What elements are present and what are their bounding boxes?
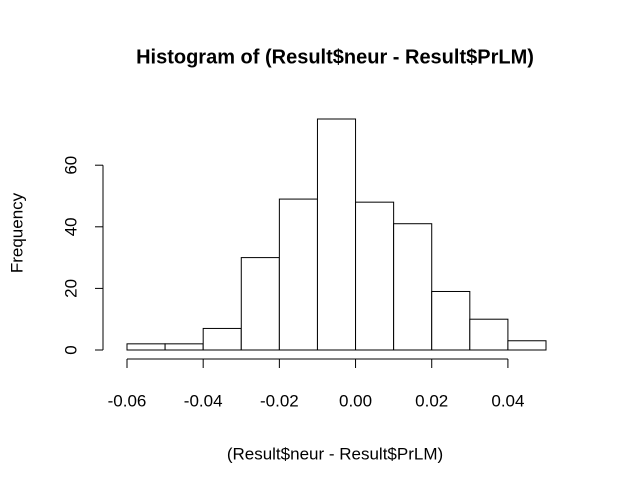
x-tick-label: -0.06 xyxy=(108,391,147,410)
bar xyxy=(164,343,204,351)
x-tick-label: -0.02 xyxy=(260,391,299,410)
bar xyxy=(202,327,242,351)
bar xyxy=(393,223,433,351)
bar xyxy=(126,343,166,351)
bar xyxy=(469,318,509,351)
y-tick-label: 40 xyxy=(61,217,80,236)
chart-title: Histogram of (Result$neur - Result$PrLM) xyxy=(136,46,534,68)
x-tick-label: 0.04 xyxy=(491,391,524,410)
bar xyxy=(240,257,280,351)
y-tick-label: 60 xyxy=(61,156,80,175)
y-tick-label: 0 xyxy=(61,345,80,354)
x-tick-label: 0.00 xyxy=(339,391,372,410)
bar xyxy=(316,118,357,351)
bar xyxy=(431,290,471,351)
y-axis-label: Frequency xyxy=(7,192,26,273)
x-axis-label: (Result$neur - Result$PrLM) xyxy=(227,444,443,463)
bar xyxy=(507,340,547,351)
bar xyxy=(355,201,395,351)
y-tick-label: 20 xyxy=(61,279,80,298)
bar xyxy=(278,198,318,351)
x-tick-label: 0.02 xyxy=(415,391,448,410)
x-tick-label: -0.04 xyxy=(184,391,223,410)
